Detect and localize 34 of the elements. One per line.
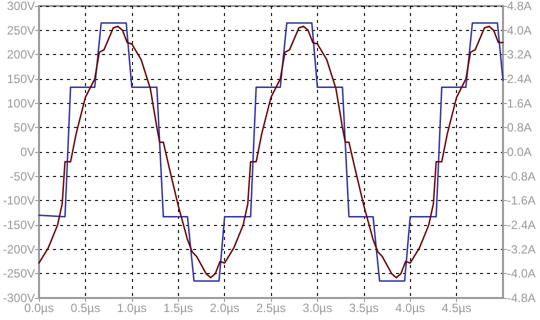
x-tick-label: 2.0µs bbox=[210, 301, 240, 315]
y2-tick-label: -3.2A bbox=[507, 242, 536, 256]
x-tick-label: 4.5µs bbox=[442, 301, 472, 315]
y2-tick-label: -4.8A bbox=[507, 291, 536, 305]
y-tick-label: 300V bbox=[6, 0, 36, 13]
y-tick-label: -100V bbox=[2, 194, 36, 208]
y2-tick-label: -2.4A bbox=[507, 218, 536, 232]
y2-tick-label: 4.8A bbox=[507, 0, 532, 13]
y2-tick-label: -4.0A bbox=[507, 266, 536, 281]
y-tick-label: -150V bbox=[2, 218, 36, 232]
y2-tick-label: -0.8A bbox=[507, 169, 536, 184]
x-tick-label: 1.0µs bbox=[117, 301, 147, 315]
y2-tick-label: 0.8A bbox=[507, 120, 532, 135]
x-tick-label: 1.5µs bbox=[163, 301, 194, 315]
y-tick-label: -200V bbox=[2, 242, 36, 256]
y2-tick-label: 4.0A bbox=[507, 23, 532, 38]
x-tick-label: 3.0µs bbox=[302, 301, 332, 315]
y-tick-label: -250V bbox=[2, 266, 36, 281]
y-tick-label: 150V bbox=[6, 72, 36, 86]
x-tick-label: 3.5µs bbox=[349, 301, 379, 315]
y2-tick-label: 2.4A bbox=[507, 72, 532, 86]
y-tick-label: 250V bbox=[6, 23, 36, 38]
y-tick-label: 0V bbox=[20, 145, 36, 159]
x-tick-label: 2.5µs bbox=[256, 301, 286, 315]
y2-tick-label: 0.0A bbox=[507, 145, 532, 159]
y2-tick-label: 1.6A bbox=[507, 96, 532, 110]
x-tick-label: 0.5µs bbox=[70, 301, 100, 315]
y2-tick-label: -1.6A bbox=[507, 194, 536, 208]
y-tick-label: 50V bbox=[14, 120, 36, 135]
y-tick-label: 200V bbox=[6, 48, 36, 62]
y2-tick-label: 3.2A bbox=[507, 48, 532, 62]
y-tick-label: -50V bbox=[10, 169, 36, 184]
y-tick-label: 100V bbox=[6, 96, 36, 110]
x-tick-label: 4.0µs bbox=[395, 301, 426, 315]
